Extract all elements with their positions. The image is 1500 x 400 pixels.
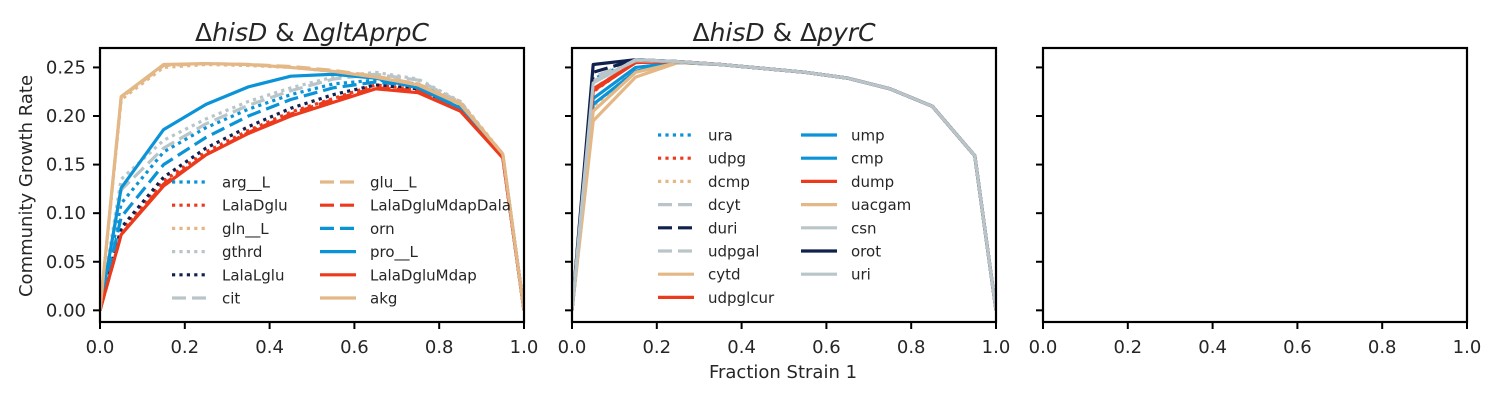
legend-label-orn: orn (370, 220, 395, 238)
series-line-gthrd (100, 70, 524, 311)
series-lines (572, 58, 996, 311)
legend-label-gthrd: gthrd (222, 243, 262, 261)
chart-panel-3: 0.0 0.2 0.4 0.6 0.8 1.0 (1029, 46, 1482, 358)
legend-label-udpglcur: udpglcur (708, 289, 775, 307)
x-tick-label: 0.0 (1029, 337, 1058, 358)
x-tick-label: 1.0 (510, 337, 539, 358)
legend-label-dcyt: dcyt (708, 196, 741, 214)
series-line-dump (572, 59, 996, 311)
x-tick-label: 0.2 (1113, 337, 1142, 358)
series-line-akg (100, 61, 524, 311)
series-line-LalaLglu (100, 83, 524, 311)
legend-label-LalaDgluMdap: LalaDgluMdap (370, 266, 477, 284)
series-line-duri (572, 58, 996, 311)
series-line-ura (572, 58, 996, 311)
x-tick-label: 0.6 (1283, 337, 1312, 358)
x-tick-label: 1.0 (1453, 337, 1482, 358)
x-axis-label: Fraction Strain 1 (709, 362, 857, 383)
series-line-LalaDgluMdap (100, 87, 524, 311)
legend-label-dcmp: dcmp (708, 173, 750, 191)
y-tick-label: 0.05 (46, 252, 86, 273)
panel-title: ΔhisD & ΔgltAprpC (195, 18, 429, 47)
legend-label-pro__L: pro__L (370, 243, 419, 262)
series-line-udpgal (572, 59, 996, 311)
series-line-uacgam (572, 60, 996, 311)
y-axis-label: Community Growth Rate (16, 75, 37, 297)
series-line-arg__L (100, 78, 524, 311)
series-line-pro__L (100, 72, 524, 311)
legend-label-ura: ura (708, 127, 733, 145)
x-tick-label: 0.4 (727, 337, 756, 358)
legend-label-csn: csn (851, 219, 877, 237)
legend-label-dump: dump (851, 173, 894, 191)
legend-label-LalaDgluMdapDala: LalaDgluMdapDala (370, 197, 511, 215)
x-tick-label: 0.2 (170, 337, 199, 358)
x-tick-label: 0.8 (425, 337, 454, 358)
legend-label-cytd: cytd (708, 266, 741, 284)
x-tick-label: 0.4 (1198, 337, 1227, 358)
series-line-cytd (572, 60, 996, 311)
series-line-uri (572, 58, 996, 311)
legend-label-uri: uri (851, 266, 871, 284)
series-lines (100, 61, 524, 311)
legend: ura udpg dcmp dcyt duri udpgal cytd udpglcur ump… (658, 127, 911, 307)
x-tick-label: 1.0 (982, 337, 1011, 358)
legend-label-duri: duri (708, 219, 737, 237)
y-tick-label: 0.20 (46, 106, 86, 127)
x-tick-label: 0.6 (340, 337, 369, 358)
x-tick-label: 0.0 (558, 337, 587, 358)
legend-label-cmp: cmp (851, 150, 883, 168)
series-line-udpg (572, 59, 996, 311)
legend-label-LalaDglu: LalaDglu (222, 197, 288, 215)
legend-label-arg__L: arg__L (222, 174, 271, 193)
series-line-ump (572, 60, 996, 311)
y-tick-label: 0.10 (46, 203, 86, 224)
series-line-dcmp (572, 60, 996, 311)
legend-label-orot: orot (851, 243, 881, 261)
legend-label-udpgal: udpgal (708, 243, 759, 261)
y-tick-label: 0.25 (46, 57, 86, 78)
axes-frame (570, 46, 998, 324)
legend-label-gln__L: gln__L (222, 220, 269, 239)
chart-panel-1: 0.0 0.2 0.4 0.6 0.8 1.0 0.00 0.05 0.10 0.15 0.20 0.… (46, 18, 538, 358)
x-tick-label: 0.8 (1368, 337, 1397, 358)
x-tick-label: 0.8 (897, 337, 926, 358)
panel-title: ΔhisD & ΔpyrC (692, 18, 876, 47)
legend-label-cit: cit (222, 290, 240, 308)
axes-frame (1041, 46, 1469, 324)
x-tick-label: 0.0 (86, 337, 115, 358)
legend-label-LalaLglu: LalaLglu (222, 266, 284, 284)
legend-label-akg: akg (370, 290, 397, 308)
legend-label-udpg: udpg (708, 150, 746, 168)
x-tick-label: 0.6 (812, 337, 841, 358)
series-line-dcyt (572, 58, 996, 311)
series-line-cmp (572, 60, 996, 311)
series-line-csn (572, 59, 996, 311)
legend-label-uacgam: uacgam (851, 196, 911, 214)
x-tick-label: 0.2 (642, 337, 671, 358)
x-tick-label: 0.4 (255, 337, 284, 358)
legend-label-ump: ump (851, 127, 885, 145)
series-line-udpglcur (572, 59, 996, 311)
series-line-orot (572, 58, 996, 311)
legend-label-glu__L: glu__L (370, 174, 417, 193)
chart-panel-2: 0.0 0.2 0.4 0.6 0.8 1.0 ΔhisD & ΔpyrC ura udpg dc… (558, 18, 1011, 358)
axes-frame (98, 46, 526, 324)
y-tick-label: 0.15 (46, 155, 86, 176)
y-tick-label: 0.00 (46, 300, 86, 321)
